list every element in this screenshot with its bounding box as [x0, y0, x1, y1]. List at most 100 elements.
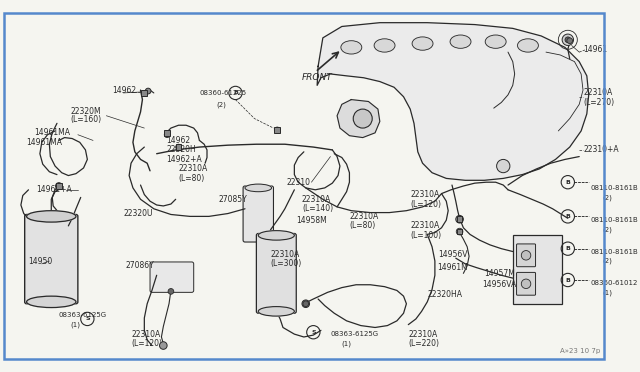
Text: FRONT: FRONT	[302, 73, 333, 82]
Text: B: B	[565, 214, 570, 219]
Text: (L=160): (L=160)	[70, 115, 101, 124]
Circle shape	[175, 144, 181, 150]
Text: 14956VA: 14956VA	[483, 280, 516, 289]
FancyBboxPatch shape	[25, 215, 78, 304]
Text: 22320M: 22320M	[70, 108, 101, 116]
Circle shape	[275, 127, 280, 133]
Text: 08363-6125G: 08363-6125G	[330, 331, 379, 337]
Polygon shape	[317, 23, 589, 180]
Bar	[457, 217, 463, 222]
Circle shape	[302, 300, 310, 308]
Circle shape	[522, 251, 531, 260]
Text: (L=100): (L=100)	[410, 231, 442, 240]
Ellipse shape	[259, 307, 294, 316]
Text: (2): (2)	[602, 227, 612, 233]
Text: (L=300): (L=300)	[271, 259, 302, 268]
Circle shape	[168, 289, 174, 294]
Text: 08363-6125G: 08363-6125G	[59, 312, 107, 318]
Circle shape	[497, 160, 510, 173]
Text: B: B	[565, 278, 570, 282]
FancyBboxPatch shape	[257, 234, 296, 313]
Text: (L=120): (L=120)	[131, 339, 162, 348]
Text: 14950: 14950	[29, 257, 52, 266]
Ellipse shape	[27, 296, 76, 308]
Text: (1): (1)	[342, 340, 352, 347]
Ellipse shape	[341, 41, 362, 54]
Circle shape	[567, 38, 573, 44]
Text: 08360-61012: 08360-61012	[591, 280, 638, 286]
Text: 14961MA: 14961MA	[27, 138, 63, 147]
Bar	[175, 144, 181, 150]
FancyBboxPatch shape	[516, 244, 536, 267]
Text: 08110-8161B: 08110-8161B	[591, 217, 638, 223]
Text: 14962: 14962	[112, 86, 136, 94]
Text: (2): (2)	[602, 194, 612, 201]
Ellipse shape	[374, 39, 395, 52]
Text: (L=80): (L=80)	[179, 174, 205, 183]
Text: A»23 10 7p: A»23 10 7p	[560, 348, 600, 354]
Text: B: B	[565, 246, 570, 251]
Text: 22320H: 22320H	[166, 145, 196, 154]
Text: 14961: 14961	[583, 45, 607, 54]
Text: (L=140): (L=140)	[302, 204, 333, 213]
FancyBboxPatch shape	[243, 186, 273, 242]
Bar	[164, 130, 170, 136]
Text: S: S	[85, 317, 90, 321]
Text: 14962+A: 14962+A	[36, 185, 72, 194]
Text: 22310A: 22310A	[410, 221, 440, 230]
Text: 14961MA: 14961MA	[34, 128, 70, 137]
FancyBboxPatch shape	[150, 262, 194, 292]
Text: 27086Y: 27086Y	[125, 261, 154, 270]
Circle shape	[522, 279, 531, 289]
Text: (L=270): (L=270)	[583, 98, 614, 107]
Text: 14962: 14962	[166, 136, 190, 145]
Text: (L=80): (L=80)	[349, 221, 376, 230]
Text: 22310A: 22310A	[179, 164, 208, 173]
Ellipse shape	[485, 35, 506, 48]
Circle shape	[456, 228, 463, 235]
Bar	[56, 183, 61, 189]
Text: 14962+A: 14962+A	[166, 155, 202, 164]
FancyBboxPatch shape	[513, 235, 562, 304]
Circle shape	[303, 301, 308, 307]
Text: 14958M: 14958M	[296, 216, 327, 225]
Text: S: S	[311, 330, 316, 335]
Text: B: B	[233, 90, 238, 96]
Circle shape	[56, 183, 62, 189]
Text: 14957M: 14957M	[484, 269, 515, 278]
Text: 22310+A: 22310+A	[583, 145, 619, 154]
Text: 22310A: 22310A	[302, 195, 332, 204]
Text: B: B	[565, 180, 570, 185]
Circle shape	[456, 215, 463, 223]
Text: 22310A: 22310A	[410, 190, 440, 199]
Ellipse shape	[412, 37, 433, 50]
Text: 08110-8161B: 08110-8161B	[591, 248, 638, 254]
Text: (2): (2)	[602, 258, 612, 264]
Circle shape	[565, 37, 571, 43]
Circle shape	[159, 342, 167, 349]
Text: 22310A: 22310A	[583, 89, 612, 97]
Text: 22320HA: 22320HA	[428, 290, 462, 299]
Ellipse shape	[245, 184, 271, 192]
Text: 22310A: 22310A	[408, 330, 438, 339]
Text: 14961M: 14961M	[436, 263, 468, 272]
Circle shape	[164, 132, 170, 138]
Ellipse shape	[259, 231, 294, 240]
Text: (L=120): (L=120)	[410, 199, 441, 209]
Ellipse shape	[450, 35, 471, 48]
Bar	[457, 229, 463, 234]
Text: (1): (1)	[70, 321, 80, 328]
Text: 22310: 22310	[287, 178, 311, 187]
Text: 08360-61225: 08360-61225	[200, 90, 246, 96]
Text: 22320U: 22320U	[124, 209, 153, 218]
Text: (L=220): (L=220)	[408, 339, 439, 348]
Circle shape	[562, 34, 573, 45]
FancyBboxPatch shape	[516, 272, 536, 295]
Circle shape	[145, 88, 151, 94]
Circle shape	[353, 109, 372, 128]
Bar	[275, 127, 280, 133]
Text: 22310A: 22310A	[271, 250, 300, 259]
Text: (2): (2)	[216, 101, 227, 108]
Text: 08110-8161B: 08110-8161B	[591, 185, 638, 191]
Ellipse shape	[518, 39, 538, 52]
